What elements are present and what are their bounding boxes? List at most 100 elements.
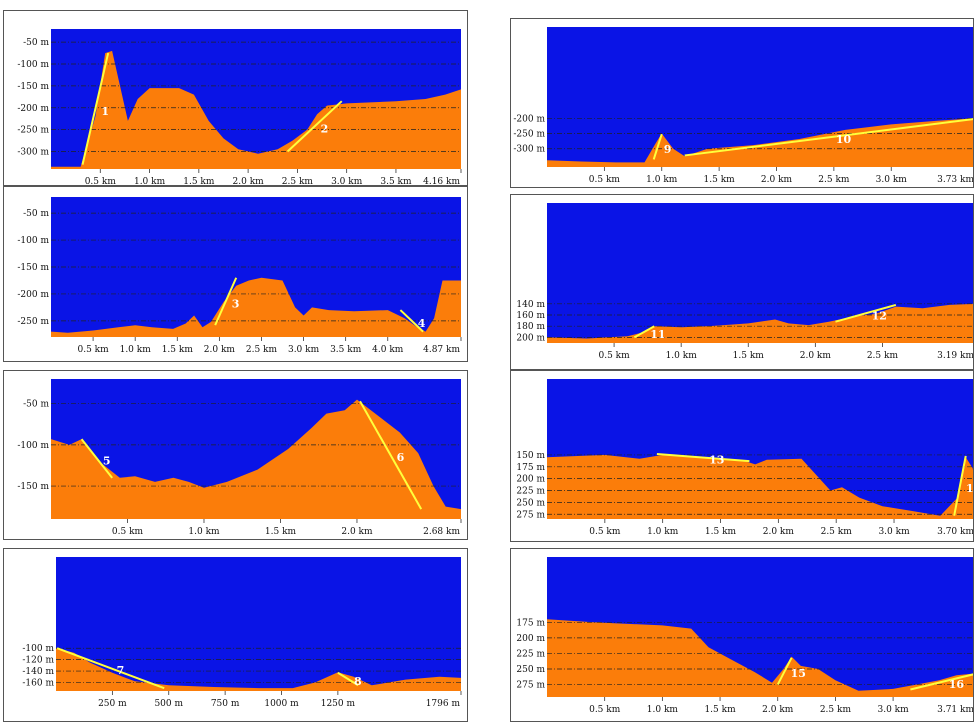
x-tick-label: 2.0 km	[233, 177, 265, 185]
y-tick-label: -200 m	[513, 114, 545, 124]
y-tick-label: 200 m	[516, 475, 545, 485]
slope-label-7: 7	[117, 664, 125, 677]
seabed-profile	[56, 648, 461, 691]
profile-chart-8: 175 m 200 m 225 m 250 m 275 m 0.5 km 1.0 km 1.5…	[516, 557, 974, 715]
slope-label-10: 10	[836, 133, 852, 146]
x-tick-label: 1.5 km	[162, 345, 194, 355]
x-tick-label: 1000 m	[264, 699, 299, 709]
seabed-profile	[51, 50, 461, 169]
y-tick-label: 275 m	[516, 681, 545, 691]
y-tick-label: -150 m	[17, 82, 49, 92]
y-tick-label: -120 m	[22, 656, 54, 666]
slope-label-12: 12	[872, 309, 887, 322]
slope-label-8: 8	[354, 675, 362, 688]
seabed-profile	[51, 277, 461, 337]
y-tick-label: 250 m	[516, 498, 545, 508]
y-tick-label: 180 m	[516, 322, 545, 332]
seabed-profile	[547, 303, 974, 343]
slope-label-5: 5	[103, 454, 111, 467]
profile-chart-1: -50 m -100 m -150 m -200 m -250 m -300 m 0.5 k…	[17, 29, 462, 187]
y-tick-label: -300 m	[513, 145, 545, 155]
profile-panel-3: -50 m -100 m -150 m 0.5 km 1.0 km 1.5 km 2.0 k…	[3, 370, 468, 540]
x-tick-label: 2.5 km	[820, 705, 852, 715]
slope-label-1: 1	[101, 105, 109, 118]
x-tick-label: 3.5 km	[380, 177, 412, 185]
slope-line-7	[56, 647, 165, 690]
x-tick-label: 2.5 km	[246, 345, 278, 355]
x-tick-label: 1.0 km	[134, 177, 166, 185]
profile-chart-5: -200 m -250 m -300 m 0.5 km 1.0 km 1.5 km 2.0 …	[513, 27, 974, 185]
profile-panel-7: 150 m 175 m 200 m 225 m 250 m 275 m 0.5 km 1.0 …	[510, 370, 974, 542]
profile-panel-2: -50 m -100 m -150 m -200 m -250 m 0.5 km 1.0 k…	[3, 186, 468, 362]
slope-label-14: 14	[966, 482, 973, 495]
x-tick-label: 0.5 km	[112, 527, 144, 537]
x-tick-label: 0.5 km	[85, 177, 117, 185]
x-tick-label: 2.68 km	[423, 527, 460, 537]
slope-label-9: 9	[664, 143, 672, 156]
x-tick-label: 0.5 km	[589, 705, 621, 715]
y-tick-label: -300 m	[17, 148, 49, 158]
profile-chart-4: -100 m -120 m-140 m-160 m 250 m 500 m 750 m 1…	[22, 557, 462, 709]
x-tick-label: 1.0 km	[647, 527, 679, 537]
x-tick-label: 2.5 km	[867, 351, 899, 361]
x-tick-label: 2.5 km	[821, 527, 853, 537]
slope-label-16: 16	[949, 678, 965, 691]
slope-label-13: 13	[709, 454, 724, 467]
slope-line-3	[214, 277, 238, 326]
y-tick-label: -150 m	[17, 263, 49, 273]
y-tick-label: 175 m	[516, 463, 545, 473]
y-tick-label: -50 m	[23, 209, 49, 219]
slope-line-15	[776, 657, 793, 686]
y-tick-label: -50 m	[23, 38, 49, 48]
y-tick-label: 225 m	[516, 487, 545, 497]
y-tick-label: -250 m	[17, 126, 49, 136]
x-tick-label: 1.0 km	[647, 705, 679, 715]
seabed-profile	[51, 399, 461, 519]
y-tick-label: -100 m	[22, 644, 54, 654]
x-tick-label: 3.0 km	[878, 705, 910, 715]
y-tick-label: -50 m	[23, 400, 49, 410]
slope-line-5	[80, 438, 113, 479]
y-tick-label: 225 m	[516, 649, 545, 659]
x-tick-label: 3.19 km	[937, 351, 973, 361]
x-tick-label: 2.0 km	[800, 351, 832, 361]
x-tick-label: 1.5 km	[733, 351, 765, 361]
y-tick-label: -200 m	[17, 290, 49, 300]
y-tick-label: -200 m	[17, 104, 49, 114]
x-tick-label: 4.16 km	[423, 177, 460, 185]
slope-line-10	[684, 118, 974, 157]
slope-line-16	[910, 673, 974, 691]
x-tick-label: 3.0 km	[878, 527, 910, 537]
y-tick-label: 140 m	[516, 300, 545, 310]
profile-chart-2: -50 m -100 m -150 m -200 m -250 m 0.5 km 1.0 k…	[17, 197, 462, 355]
x-tick-label: 2.0 km	[204, 345, 236, 355]
slope-line-1	[81, 52, 110, 165]
profile-chart-3: -50 m -100 m -150 m 0.5 km 1.0 km 1.5 km 2.0 k…	[17, 379, 462, 537]
profile-panel-6: 140 m 160 m 180 m 200 m 0.5 km 1.0 km 1.5 km 2.…	[510, 194, 974, 370]
x-tick-label: 1.5 km	[183, 177, 215, 185]
x-tick-label: 1.5 km	[705, 527, 737, 537]
y-tick-label: 150 m	[516, 451, 545, 461]
x-tick-label: 2.0 km	[761, 175, 793, 185]
profile-panel-1: -50 m -100 m -150 m -200 m -250 m -300 m 0.5 k…	[3, 10, 468, 187]
slope-label-11: 11	[650, 328, 665, 341]
x-tick-label: 1.5 km	[265, 527, 297, 537]
x-tick-label: 0.5 km	[78, 345, 110, 355]
x-tick-label: 1.0 km	[666, 351, 698, 361]
slope-line-2	[286, 100, 343, 153]
slope-label-6: 6	[397, 451, 405, 464]
seabed-profile	[547, 118, 974, 167]
x-tick-label: 3.0 km	[876, 175, 908, 185]
x-tick-label: 1.0 km	[646, 175, 678, 185]
slope-line-6	[359, 400, 423, 510]
water-area	[56, 557, 461, 691]
x-tick-label: 1.5 km	[704, 175, 736, 185]
x-tick-label: 2.0 km	[762, 705, 794, 715]
x-tick-label: 4.87 km	[423, 345, 460, 355]
x-tick-label: 2.5 km	[818, 175, 850, 185]
seabed-profile	[547, 619, 974, 697]
slope-line-11	[633, 325, 655, 339]
y-tick-label: -100 m	[17, 441, 49, 451]
profile-panel-5: -200 m -250 m -300 m 0.5 km 1.0 km 1.5 km 2.0 …	[510, 18, 974, 188]
